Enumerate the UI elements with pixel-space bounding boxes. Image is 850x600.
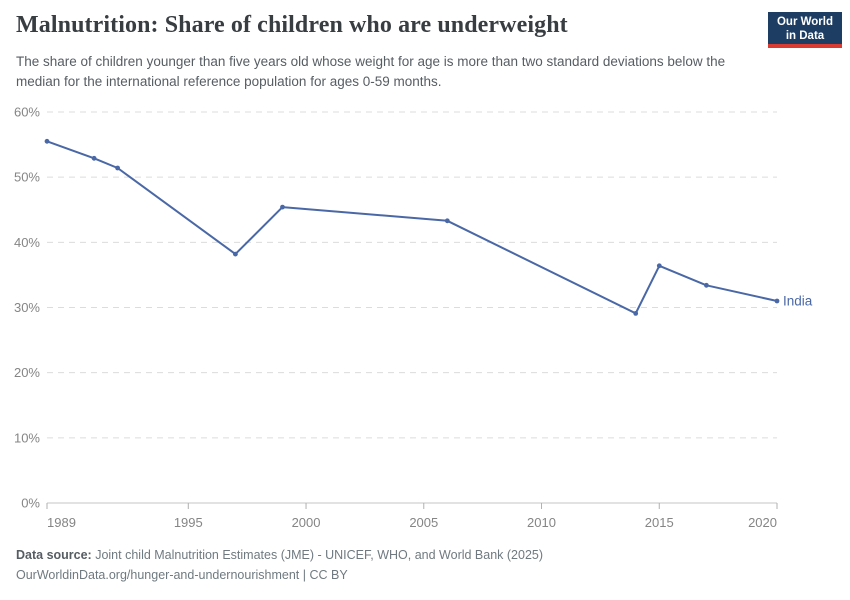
chart-subtitle: The share of children younger than five … [16,54,726,89]
x-axis-tick-label: 2005 [409,515,438,530]
x-axis-tick-label: 2010 [527,515,556,530]
data-point[interactable] [44,138,50,144]
y-axis-tick-label: 0% [21,496,40,511]
owid-url-link[interactable]: OurWorldinData.org/hunger-and-undernouri… [16,568,348,582]
y-axis-tick-label: 50% [14,170,40,185]
owid-logo-line1: Our World [776,16,833,28]
owid-logo[interactable]: Our World in Data [768,12,842,48]
x-axis-tick-label: 1989 [47,515,76,530]
data-point[interactable] [233,251,238,257]
data-point[interactable] [91,155,97,161]
x-axis-tick-label: 2020 [748,515,777,530]
data-point[interactable] [280,204,285,210]
x-axis-tick-label: 1995 [174,515,203,530]
data-point[interactable] [656,263,662,269]
y-axis-tick-label: 10% [14,430,40,445]
series-end-label: India [783,293,813,308]
data-point[interactable] [633,311,639,316]
data-source-text: Joint child Malnutrition Estimates (JME)… [91,548,544,562]
y-axis-tick-label: 40% [14,235,40,250]
owid-logo-line2: in Data [785,30,825,42]
data-source-label: Data source: [16,548,92,562]
chart-footer: Data source: Joint child Malnutrition Es… [16,545,543,585]
x-axis-tick-label: 2015 [645,515,674,530]
data-point[interactable] [115,165,120,171]
data-point[interactable] [774,298,780,304]
data-point[interactable] [704,282,709,288]
page-title: Malnutrition: Share of children who are … [16,12,568,38]
y-axis-tick-label: 20% [14,365,40,380]
line-series-india[interactable] [46,140,778,315]
data-point[interactable] [444,218,450,224]
y-axis-tick-label: 30% [14,300,40,315]
y-axis-tick-label: 60% [14,105,40,120]
x-axis-tick-label: 2000 [292,515,321,530]
data-source-line: Data source: Joint child Malnutrition Es… [16,545,543,565]
